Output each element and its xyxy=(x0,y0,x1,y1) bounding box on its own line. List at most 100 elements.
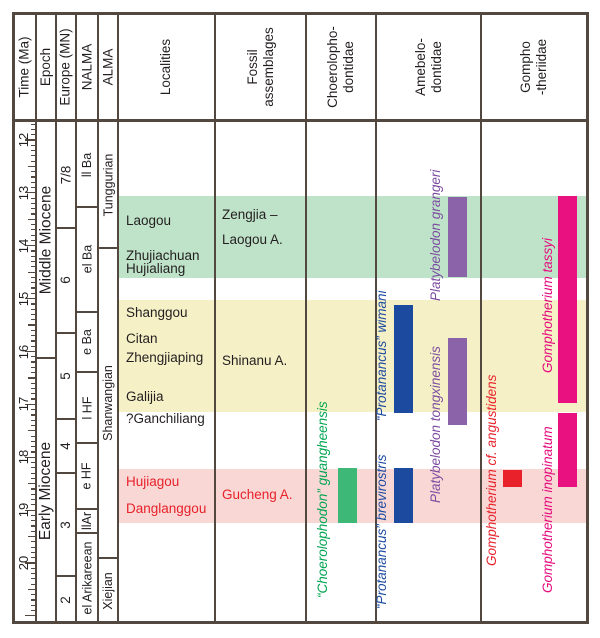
ruler-tick xyxy=(30,356,36,358)
ruler-tick xyxy=(30,498,36,501)
header-epoch-text: Epoch xyxy=(38,47,54,85)
locality-2: Zhujiachuan xyxy=(126,247,200,263)
alma-0-line: Tunggurian xyxy=(101,153,115,217)
v-line xyxy=(12,12,15,624)
ruler-tick xyxy=(30,340,36,342)
cell-boundary xyxy=(98,246,118,249)
epoch-1-text: Early Miocene xyxy=(37,441,54,540)
ruler-tick xyxy=(30,594,36,596)
ruler-tick xyxy=(30,583,36,585)
locality-7: Galijia xyxy=(126,389,164,405)
nalma-0-line: ll Ba xyxy=(79,152,94,177)
ruler-tick xyxy=(25,562,36,564)
cell-boundary xyxy=(76,441,98,444)
ruler-tick xyxy=(30,446,36,448)
assemblage-2: Shinanu A. xyxy=(222,352,288,368)
ruler-tick xyxy=(30,451,36,453)
header-europe-mn-text: Europe (MN) xyxy=(58,28,74,105)
range-bar-8 xyxy=(558,196,577,403)
ruler-tick xyxy=(28,218,36,220)
ruler-tick xyxy=(30,372,36,374)
ruler-tick xyxy=(25,245,36,247)
cell-boundary xyxy=(56,575,76,578)
v-line xyxy=(97,12,99,624)
ruler-tick xyxy=(30,292,36,294)
ruler-tick xyxy=(30,123,36,125)
locality-10: Danglanggou xyxy=(126,501,207,517)
header-time-line: Time (Ma) xyxy=(16,36,32,97)
epoch-1-line: Early Miocene xyxy=(37,441,54,540)
ruler-tick xyxy=(25,298,36,300)
ruler-label-16: 16 xyxy=(0,272,104,432)
epoch-0-text: Middle Miocene xyxy=(37,185,54,295)
ruler-tick xyxy=(30,366,36,368)
nalma-6-text: el Arikareean xyxy=(79,542,95,615)
ruler-tick xyxy=(30,461,36,464)
cell-boundary xyxy=(76,508,98,511)
ruler-label-12: 12 xyxy=(0,60,104,220)
ruler-tick xyxy=(30,224,36,226)
header-choerolophodontidae: Choerolopho-dontidae xyxy=(261,0,421,147)
ruler-label-14: 14 xyxy=(0,166,104,326)
ruler-tick xyxy=(25,615,36,617)
range-bar-3 xyxy=(394,304,413,413)
europe_mn-1-line: 6 xyxy=(57,276,73,285)
header-amebelodontidae-text: Amebelo-dontidae xyxy=(413,38,445,96)
ruler-tick xyxy=(30,387,36,390)
header-alma: ALMA xyxy=(28,0,188,147)
header-gomphotheriidae-text: Gompho -theriidae xyxy=(518,38,550,94)
europe_mn-2-text: 5 xyxy=(58,372,74,380)
range-bar-1 xyxy=(338,467,357,523)
v-line xyxy=(35,12,37,624)
ruler-tick xyxy=(30,155,36,157)
ruler-tick xyxy=(25,403,36,405)
shinanu-band xyxy=(118,300,587,412)
h-line xyxy=(12,119,588,122)
header-localities-text: Localities xyxy=(159,38,175,94)
ruler-label-20: 20 xyxy=(0,483,104,638)
ruler-tick xyxy=(30,493,36,495)
ruler-tick xyxy=(30,276,36,279)
ruler-tick xyxy=(30,197,36,199)
ruler-tick xyxy=(30,255,36,257)
taxon-label-4: Platybelodon tongxinensis xyxy=(428,346,443,504)
ruler-tick xyxy=(30,620,36,622)
nalma-1-line: el Ba xyxy=(80,245,94,274)
ruler-tick xyxy=(30,313,36,316)
europe_mn-4-line: 3 xyxy=(57,520,73,529)
header-epoch: Epoch xyxy=(0,0,126,147)
ruler-tick xyxy=(30,382,36,384)
ruler-tick xyxy=(30,525,36,527)
header-nalma-text: NALMA xyxy=(79,43,95,90)
europe_mn-1-text: 6 xyxy=(58,277,74,285)
ruler-tick xyxy=(28,324,36,326)
header-localities: Localities xyxy=(87,0,247,147)
ruler-tick xyxy=(30,213,36,215)
ruler-tick xyxy=(25,456,36,458)
header-alma-line: ALMA xyxy=(99,48,115,85)
epoch-0-line: Middle Miocene xyxy=(37,185,54,295)
ruler-tick xyxy=(30,128,36,130)
alma-1-text: Shanwangian xyxy=(100,365,116,441)
assemblage-1: Zengjia – xyxy=(222,206,278,222)
ruler-tick xyxy=(30,609,36,612)
ruler-tick xyxy=(30,303,36,305)
ruler-tick xyxy=(28,165,36,168)
ruler-tick xyxy=(30,488,36,490)
ruler-tick xyxy=(30,551,36,553)
nalma-1-text: el Ba xyxy=(79,245,95,274)
ruler-tick xyxy=(30,229,36,231)
ruler-tick xyxy=(30,409,36,411)
nalma-5-line: llAr xyxy=(80,511,94,530)
range-bar-6 xyxy=(503,469,522,487)
nalma-6-line: el Arikareean xyxy=(80,541,94,615)
nalma-3-line: l HF xyxy=(79,396,94,420)
nalma-4-line: e HF xyxy=(80,462,94,490)
taxon-label-5: Platybelodon grangeri xyxy=(428,169,443,302)
ruler-tick xyxy=(30,329,36,331)
locality-3: Hujialiang xyxy=(126,261,186,277)
nalma-2-line: e Ba xyxy=(80,329,94,355)
zengjia-laogou-band xyxy=(118,196,587,278)
ruler-label-17: 17 xyxy=(0,324,104,484)
v-line xyxy=(305,12,307,624)
